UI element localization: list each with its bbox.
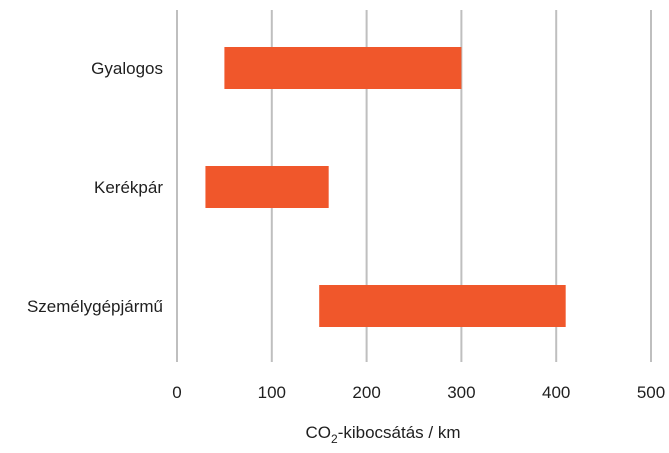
x-tick-label-500: 500 (637, 383, 665, 402)
x-axis-title-prefix: CO (306, 423, 332, 442)
bar-3 (319, 285, 566, 327)
x-axis-title-suffix: -kibocsátás / km (338, 423, 461, 442)
category-label-1: Gyalogos (91, 59, 163, 78)
x-tick-label-300: 300 (447, 383, 475, 402)
x-tick-label-100: 100 (258, 383, 286, 402)
bar-2 (205, 166, 329, 208)
bars (205, 47, 566, 327)
x-axis-title-subscript: 2 (331, 432, 338, 446)
x-tick-label-0: 0 (172, 383, 181, 402)
x-axis-title: CO2-kibocsátás / km (306, 423, 461, 446)
category-labels: Gyalogos Kerékpár Személygépjármű (27, 59, 163, 316)
x-tick-label-400: 400 (542, 383, 570, 402)
bar-1 (224, 47, 462, 89)
category-label-3: Személygépjármű (27, 297, 163, 316)
x-tick-labels: 0 100 200 300 400 500 (172, 383, 665, 402)
x-tick-label-200: 200 (352, 383, 380, 402)
category-label-2: Kerékpár (94, 178, 163, 197)
